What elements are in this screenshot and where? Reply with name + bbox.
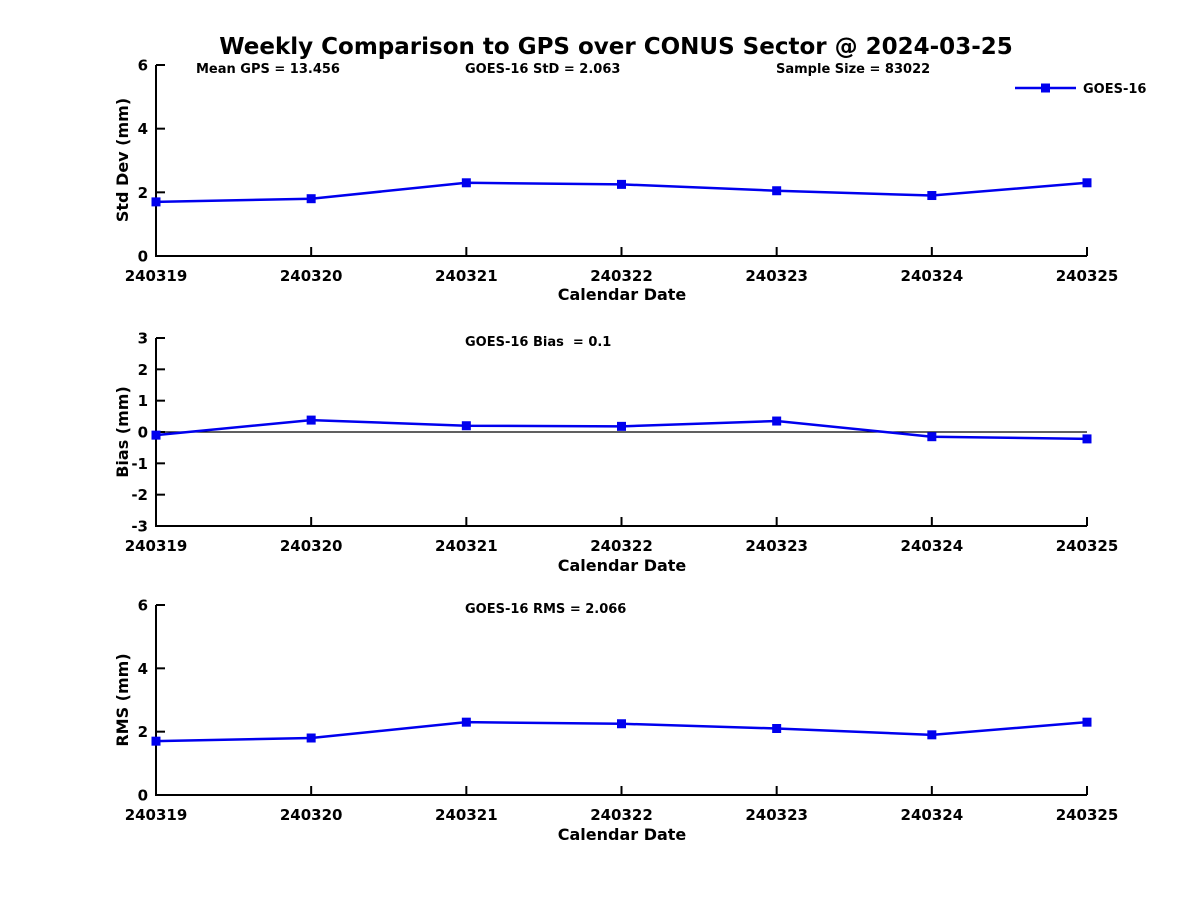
- y-tick-label: 2: [138, 723, 148, 741]
- std-dev-x-axis-label: Calendar Date: [558, 285, 687, 304]
- std-dev-y-axis-label: Std Dev (mm): [113, 98, 132, 222]
- x-tick-label: 240324: [901, 267, 964, 285]
- data-point-marker: [461, 421, 471, 431]
- x-tick-label: 240319: [125, 806, 188, 824]
- data-point-marker: [772, 416, 782, 426]
- x-tick-label: 240323: [745, 537, 808, 555]
- y-tick-label: 3: [138, 330, 148, 348]
- legend-marker: [1041, 83, 1050, 93]
- data-point-marker: [927, 432, 937, 442]
- data-point-marker: [151, 430, 161, 440]
- y-tick-label: 1: [138, 392, 148, 410]
- y-tick-label: -1: [131, 455, 148, 473]
- x-tick-label: 240323: [745, 267, 808, 285]
- subplot-bias: -3 -2 -1 0 1 2 3 240319 240320 240321 240322 240323…: [113, 330, 1118, 576]
- x-tick-label: 240319: [125, 267, 188, 285]
- data-point-marker: [927, 730, 937, 740]
- y-tick-label: 0: [138, 787, 148, 805]
- y-tick-label: 2: [138, 361, 148, 379]
- data-point-marker: [306, 194, 316, 204]
- y-tick-label: 0: [138, 248, 148, 266]
- data-point-marker: [927, 191, 937, 201]
- x-tick-label: 240321: [435, 537, 498, 555]
- sample-size-annotation: Sample Size = 83022: [776, 62, 930, 77]
- mean-gps-annotation: Mean GPS = 13.456: [196, 62, 340, 77]
- data-point-marker: [772, 186, 782, 196]
- data-point-marker: [1082, 434, 1092, 444]
- subplot-std-dev: 0 2 4 6 240319 240320 240321 240322 240323 240324…: [113, 57, 1146, 305]
- y-tick-label: 0: [138, 424, 148, 442]
- x-tick-label: 240322: [590, 806, 653, 824]
- bias-y-axis-label: Bias (mm): [113, 386, 132, 478]
- data-point-marker: [306, 415, 316, 425]
- rms-axes: 0 2 4 6 240319 240320 240321 240322 240323 240324…: [125, 597, 1119, 825]
- x-tick-label: 240323: [745, 806, 808, 824]
- bias-axes: -3 -2 -1 0 1 2 3 240319 240320 240321 240322 240323…: [125, 330, 1119, 556]
- bias-x-axis-label: Calendar Date: [558, 556, 687, 575]
- x-tick-label: 240325: [1056, 537, 1119, 555]
- y-tick-label: 6: [138, 57, 148, 75]
- axis-spines: [155, 65, 1087, 257]
- x-tick-label: 240320: [280, 537, 343, 555]
- data-point-marker: [306, 733, 316, 743]
- y-tick-label: 2: [138, 184, 148, 202]
- axis-spines: [155, 605, 1087, 796]
- subplot-rms: 0 2 4 6 240319 240320 240321 240322 240323 240324…: [113, 597, 1118, 845]
- y-tick-label: 6: [138, 597, 148, 615]
- data-point-marker: [1082, 717, 1092, 727]
- y-tick-label: 4: [138, 120, 148, 138]
- x-tick-label: 240321: [435, 267, 498, 285]
- legend: GOES-16: [1015, 82, 1146, 97]
- data-point-marker: [1082, 178, 1092, 188]
- y-tick-label: 4: [138, 660, 148, 678]
- goes16-std-annotation: GOES-16 StD = 2.063: [465, 62, 620, 77]
- x-tick-label: 240319: [125, 537, 188, 555]
- data-point-marker: [151, 736, 161, 746]
- data-point-marker: [461, 717, 471, 727]
- data-point-marker: [461, 178, 471, 188]
- x-tick-label: 240325: [1056, 267, 1119, 285]
- data-point-marker: [151, 197, 161, 207]
- x-tick-label: 240325: [1056, 806, 1119, 824]
- x-tick-label: 240320: [280, 806, 343, 824]
- y-tick-label: -3: [131, 518, 148, 536]
- x-tick-label: 240324: [901, 537, 964, 555]
- goes16-rms-annotation: GOES-16 RMS = 2.066: [465, 602, 626, 617]
- y-tick-label: -2: [131, 486, 148, 504]
- rms-x-axis-label: Calendar Date: [558, 825, 687, 844]
- x-tick-label: 240320: [280, 267, 343, 285]
- data-point-marker: [772, 724, 782, 733]
- data-point-marker: [617, 421, 626, 431]
- x-tick-label: 240322: [590, 267, 653, 285]
- x-tick-label: 240321: [435, 806, 498, 824]
- x-tick-label: 240324: [901, 806, 964, 824]
- data-point-marker: [617, 179, 626, 189]
- figure-title: Weekly Comparison to GPS over CONUS Sect…: [219, 34, 1013, 60]
- x-tick-label: 240322: [590, 537, 653, 555]
- std-dev-axes: 0 2 4 6 240319 240320 240321 240322 240323 240324…: [125, 57, 1119, 286]
- goes16-bias-annotation: GOES-16 Bias = 0.1: [465, 335, 611, 350]
- rms-y-axis-label: RMS (mm): [113, 653, 132, 746]
- legend-label: GOES-16: [1083, 82, 1146, 97]
- data-point-marker: [617, 719, 626, 729]
